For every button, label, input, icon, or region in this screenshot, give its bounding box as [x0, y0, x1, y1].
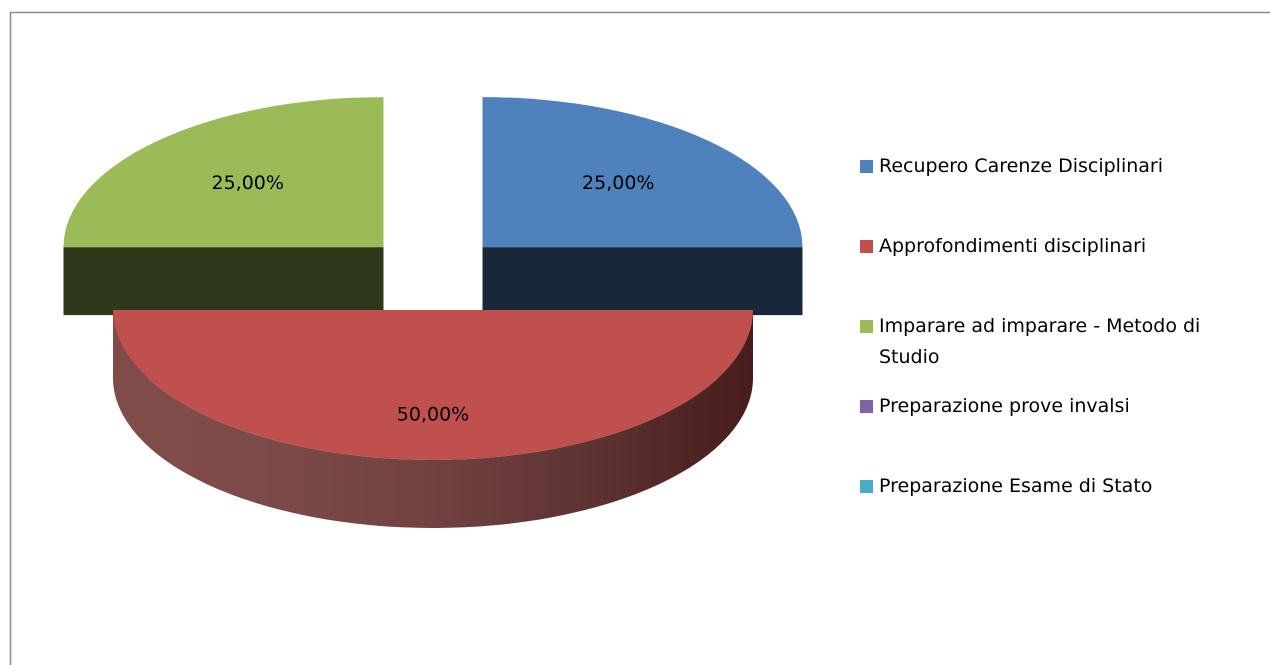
- legend-item: Preparazione prove invalsi: [860, 391, 1260, 422]
- legend-swatch: [860, 160, 873, 173]
- legend-label: Preparazione Esame di Stato: [879, 475, 1153, 497]
- legend-item: Imparare ad imparare - Metodo di Studio: [860, 311, 1260, 373]
- slice-side-shade: [113, 310, 753, 528]
- slice-top: [113, 310, 753, 460]
- slice: [63, 97, 384, 316]
- legend-swatch: [860, 320, 873, 333]
- legend-swatch: [860, 240, 873, 253]
- data-label: 25,00%: [582, 172, 654, 194]
- legend-item: Approfondimenti disciplinari: [860, 231, 1260, 262]
- slice-wall: [482, 247, 803, 316]
- legend-swatch: [860, 400, 873, 413]
- slice: [113, 310, 753, 528]
- legend-label: Approfondimenti disciplinari: [879, 235, 1147, 257]
- legend-swatch: [860, 480, 873, 493]
- slice-wall: [63, 247, 384, 316]
- data-label: 25,00%: [212, 172, 284, 194]
- legend-label: Imparare ad imparare - Metodo di Studio: [879, 315, 1201, 368]
- slice: [482, 97, 803, 316]
- slice-top: [63, 97, 384, 248]
- legend-item: Recupero Carenze Disciplinari: [860, 151, 1260, 182]
- legend-item: Preparazione Esame di Stato: [860, 471, 1260, 502]
- legend-label: Preparazione prove invalsi: [879, 395, 1130, 417]
- data-label: 50,00%: [397, 404, 469, 426]
- slice-top: [482, 97, 803, 248]
- legend-label: Recupero Carenze Disciplinari: [879, 155, 1163, 177]
